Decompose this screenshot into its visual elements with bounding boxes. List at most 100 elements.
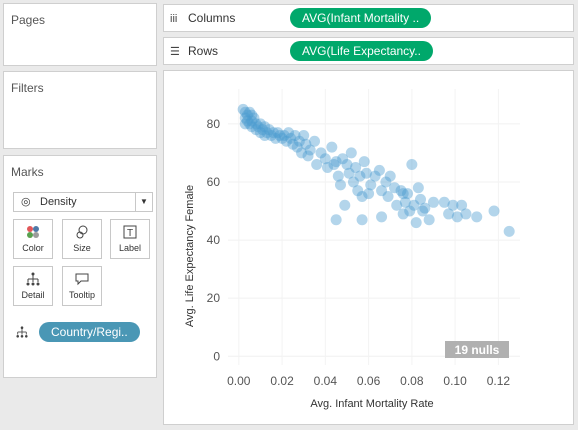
density-point[interactable] bbox=[417, 205, 429, 217]
density-point[interactable] bbox=[352, 185, 364, 197]
density-point[interactable] bbox=[315, 147, 327, 159]
detail-button[interactable]: Detail bbox=[13, 266, 53, 306]
density-point[interactable] bbox=[395, 185, 407, 197]
scatter-chart[interactable]: 0.00 0.02 0.04 0.06 0.08 0.10 0.12 0 20 40 60 80 A… bbox=[164, 71, 573, 424]
density-point[interactable] bbox=[248, 112, 260, 124]
density-point[interactable] bbox=[246, 121, 258, 133]
density-point[interactable] bbox=[397, 188, 409, 200]
density-point[interactable] bbox=[241, 115, 253, 127]
density-point[interactable] bbox=[311, 159, 323, 171]
density-point[interactable] bbox=[254, 127, 266, 139]
density-point[interactable] bbox=[257, 124, 269, 136]
density-point[interactable] bbox=[341, 159, 353, 171]
density-point[interactable] bbox=[456, 199, 468, 211]
density-point[interactable] bbox=[373, 164, 385, 176]
density-point[interactable] bbox=[447, 199, 459, 211]
density-point[interactable] bbox=[291, 141, 303, 153]
density-point[interactable] bbox=[345, 147, 357, 159]
label-button[interactable]: T Label bbox=[110, 219, 150, 259]
density-point[interactable] bbox=[410, 217, 422, 229]
density-point[interactable] bbox=[239, 118, 251, 130]
density-point[interactable] bbox=[285, 132, 297, 144]
rows-pill[interactable]: AVG(Life Expectancy.. bbox=[290, 41, 433, 61]
rows-shelf[interactable]: ☰ Rows AVG(Life Expectancy.. bbox=[163, 37, 574, 65]
density-point[interactable] bbox=[503, 225, 515, 237]
density-point[interactable] bbox=[239, 106, 251, 118]
color-button[interactable]: Color bbox=[13, 219, 53, 259]
density-point[interactable] bbox=[270, 132, 282, 144]
density-point[interactable] bbox=[283, 127, 295, 139]
density-point[interactable] bbox=[389, 182, 401, 194]
density-point[interactable] bbox=[302, 150, 314, 162]
density-point[interactable] bbox=[343, 167, 355, 179]
density-point[interactable] bbox=[250, 118, 262, 130]
density-point[interactable] bbox=[360, 167, 372, 179]
density-point[interactable] bbox=[404, 205, 416, 217]
nulls-indicator[interactable]: 19 nulls bbox=[445, 341, 509, 358]
density-point[interactable] bbox=[427, 196, 439, 208]
density-point[interactable] bbox=[252, 121, 264, 133]
size-button[interactable]: Size bbox=[62, 219, 102, 259]
density-marks[interactable] bbox=[237, 103, 515, 237]
density-point[interactable] bbox=[356, 214, 368, 226]
density-point[interactable] bbox=[296, 147, 308, 159]
density-point[interactable] bbox=[289, 129, 301, 141]
density-point[interactable] bbox=[259, 121, 271, 133]
density-point[interactable] bbox=[261, 127, 273, 139]
view-area[interactable]: 0.00 0.02 0.04 0.06 0.08 0.10 0.12 0 20 40 60 80 A… bbox=[163, 70, 574, 425]
density-point[interactable] bbox=[334, 179, 346, 191]
density-point[interactable] bbox=[354, 170, 366, 182]
density-point[interactable] bbox=[365, 179, 377, 191]
tooltip-button[interactable]: Tooltip bbox=[62, 266, 102, 306]
density-point[interactable] bbox=[276, 132, 288, 144]
density-point[interactable] bbox=[237, 103, 249, 115]
density-point[interactable] bbox=[246, 109, 258, 121]
density-point[interactable] bbox=[321, 161, 333, 173]
density-point[interactable] bbox=[246, 115, 258, 127]
density-point[interactable] bbox=[356, 190, 368, 202]
density-point[interactable] bbox=[384, 170, 396, 182]
density-point[interactable] bbox=[274, 129, 286, 141]
density-point[interactable] bbox=[328, 159, 340, 171]
chevron-down-icon[interactable]: ▼ bbox=[135, 193, 152, 211]
density-point[interactable] bbox=[280, 135, 292, 147]
density-point[interactable] bbox=[347, 176, 359, 188]
density-point[interactable] bbox=[369, 170, 381, 182]
density-point[interactable] bbox=[337, 153, 349, 165]
density-point[interactable] bbox=[397, 208, 409, 220]
density-point[interactable] bbox=[419, 202, 431, 214]
filters-panel[interactable]: Filters bbox=[3, 71, 157, 149]
density-point[interactable] bbox=[300, 138, 312, 150]
columns-shelf[interactable]: iii Columns AVG(Infant Mortality .. bbox=[163, 4, 574, 32]
density-point[interactable] bbox=[287, 138, 299, 150]
density-point[interactable] bbox=[412, 182, 424, 194]
density-point[interactable] bbox=[250, 124, 262, 136]
density-point[interactable] bbox=[254, 118, 266, 130]
density-point[interactable] bbox=[293, 135, 305, 147]
density-point[interactable] bbox=[382, 190, 394, 202]
density-point[interactable] bbox=[304, 144, 316, 156]
density-point[interactable] bbox=[332, 170, 344, 182]
density-point[interactable] bbox=[265, 129, 277, 141]
density-point[interactable] bbox=[241, 109, 253, 121]
density-point[interactable] bbox=[358, 156, 370, 168]
density-point[interactable] bbox=[298, 129, 310, 141]
density-point[interactable] bbox=[244, 118, 256, 130]
density-point[interactable] bbox=[376, 185, 388, 197]
pages-panel[interactable]: Pages bbox=[3, 3, 157, 66]
density-point[interactable] bbox=[438, 196, 450, 208]
density-point[interactable] bbox=[451, 211, 463, 223]
density-point[interactable] bbox=[267, 127, 279, 139]
density-point[interactable] bbox=[263, 124, 275, 136]
density-point[interactable] bbox=[391, 199, 403, 211]
density-point[interactable] bbox=[319, 153, 331, 165]
density-point[interactable] bbox=[376, 211, 388, 223]
density-point[interactable] bbox=[471, 211, 483, 223]
density-point[interactable] bbox=[399, 196, 411, 208]
density-point[interactable] bbox=[402, 188, 414, 200]
density-point[interactable] bbox=[239, 112, 251, 124]
mark-type-dropdown[interactable]: ◎ Density ▼ bbox=[13, 192, 153, 212]
density-point[interactable] bbox=[423, 214, 435, 226]
density-point[interactable] bbox=[415, 193, 427, 205]
density-point[interactable] bbox=[350, 161, 362, 173]
